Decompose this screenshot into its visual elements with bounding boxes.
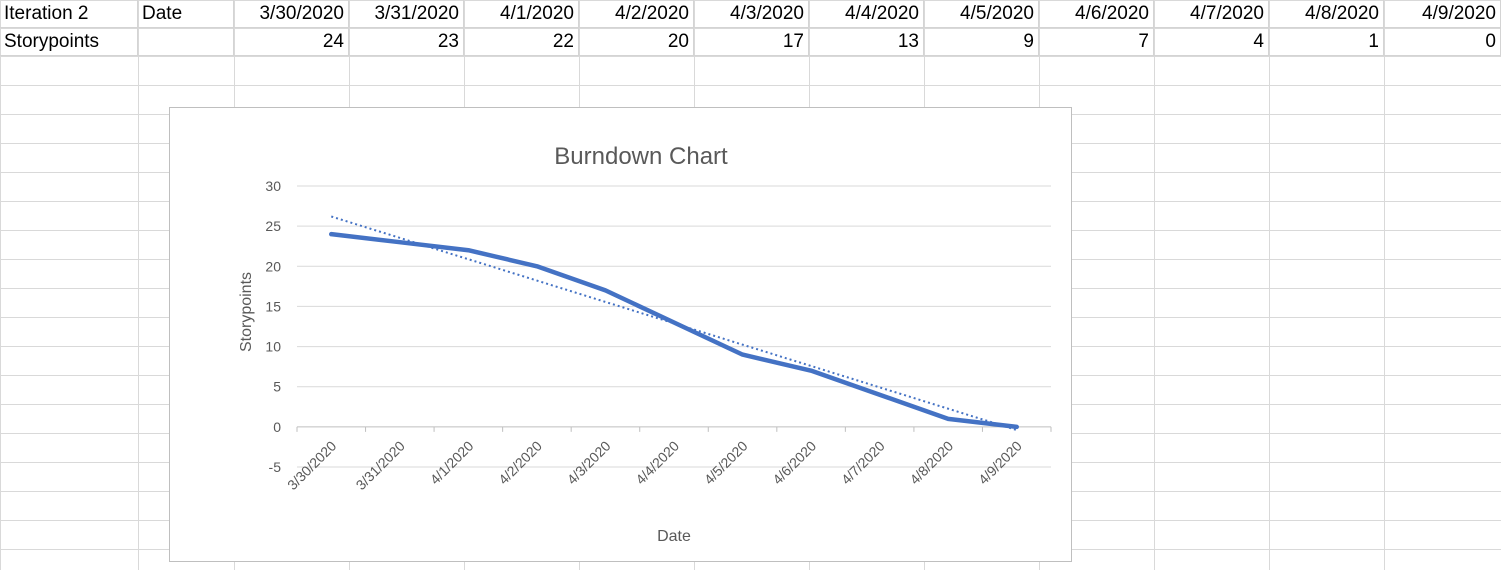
cell[interactable]: 4 <box>1154 28 1269 56</box>
cell[interactable]: 4/1/2020 <box>464 0 579 28</box>
y-gridlines <box>296 185 1052 468</box>
series-line <box>329 231 1019 430</box>
x-tick-label: 4/4/2020 <box>632 438 682 488</box>
y-tick-label: 5 <box>273 379 281 395</box>
cell[interactable]: 7 <box>1039 28 1154 56</box>
cell[interactable]: Iteration 2 <box>0 0 138 28</box>
y-axis-label: Storypoints <box>238 272 255 352</box>
x-tick-label: 4/3/2020 <box>564 438 614 488</box>
cell[interactable]: 4/5/2020 <box>924 0 1039 28</box>
x-axis-label: Date <box>657 528 691 545</box>
x-tick-label: 4/1/2020 <box>427 438 477 488</box>
x-tick-label: 4/8/2020 <box>906 438 956 488</box>
cell[interactable]: 4/4/2020 <box>809 0 924 28</box>
cell[interactable]: 3/31/2020 <box>349 0 464 28</box>
cell[interactable]: Storypoints <box>0 28 138 56</box>
cell[interactable]: 0 <box>1384 28 1501 56</box>
cell[interactable]: 4/6/2020 <box>1039 0 1154 28</box>
x-tick-label: 4/9/2020 <box>975 438 1025 488</box>
x-tick-label: 3/30/2020 <box>284 438 340 494</box>
cell[interactable]: 4/3/2020 <box>694 0 809 28</box>
y-tick-labels: 30 25 20 15 10 5 0 -5 <box>265 178 281 475</box>
cell[interactable]: 13 <box>809 28 924 56</box>
y-tick-label: -5 <box>269 459 282 475</box>
x-tick-label: 4/6/2020 <box>769 438 819 488</box>
cell[interactable]: 4/7/2020 <box>1154 0 1269 28</box>
cell[interactable]: 4/2/2020 <box>579 0 694 28</box>
cell[interactable]: 23 <box>349 28 464 56</box>
cell[interactable]: 3/30/2020 <box>234 0 349 28</box>
chart-svg: Burndown Chart 30 25 20 15 10 5 0 -5 3/30/2020 3… <box>238 143 1052 545</box>
x-tick-label: 4/2/2020 <box>495 438 545 488</box>
y-tick-label: 20 <box>265 258 281 274</box>
y-tick-label: 15 <box>265 298 281 314</box>
cell[interactable] <box>138 28 234 56</box>
y-tick-label: 0 <box>273 419 281 435</box>
cell[interactable]: 24 <box>234 28 349 56</box>
burndown-chart[interactable]: Burndown Chart 30 25 20 15 10 5 0 -5 3/30/2020 3… <box>169 107 1072 562</box>
y-tick-label: 25 <box>265 218 281 234</box>
x-tick-label: 4/7/2020 <box>838 438 888 488</box>
cell[interactable]: 4/8/2020 <box>1269 0 1384 28</box>
chart-title: Burndown Chart <box>554 143 728 170</box>
x-tick-labels: 3/30/2020 3/31/2020 4/1/2020 4/2/2020 4/3/20… <box>284 438 1025 494</box>
cell[interactable]: 22 <box>464 28 579 56</box>
y-tick-label: 10 <box>265 339 281 355</box>
cell[interactable]: 20 <box>579 28 694 56</box>
cell[interactable]: 4/9/2020 <box>1384 0 1501 28</box>
y-tick-label: 30 <box>265 178 281 194</box>
x-tick-label: 3/31/2020 <box>353 438 409 494</box>
cell[interactable]: Date <box>138 0 234 28</box>
cell[interactable]: 17 <box>694 28 809 56</box>
x-tick-label: 4/5/2020 <box>701 438 751 488</box>
cell[interactable]: 9 <box>924 28 1039 56</box>
cell[interactable]: 1 <box>1269 28 1384 56</box>
